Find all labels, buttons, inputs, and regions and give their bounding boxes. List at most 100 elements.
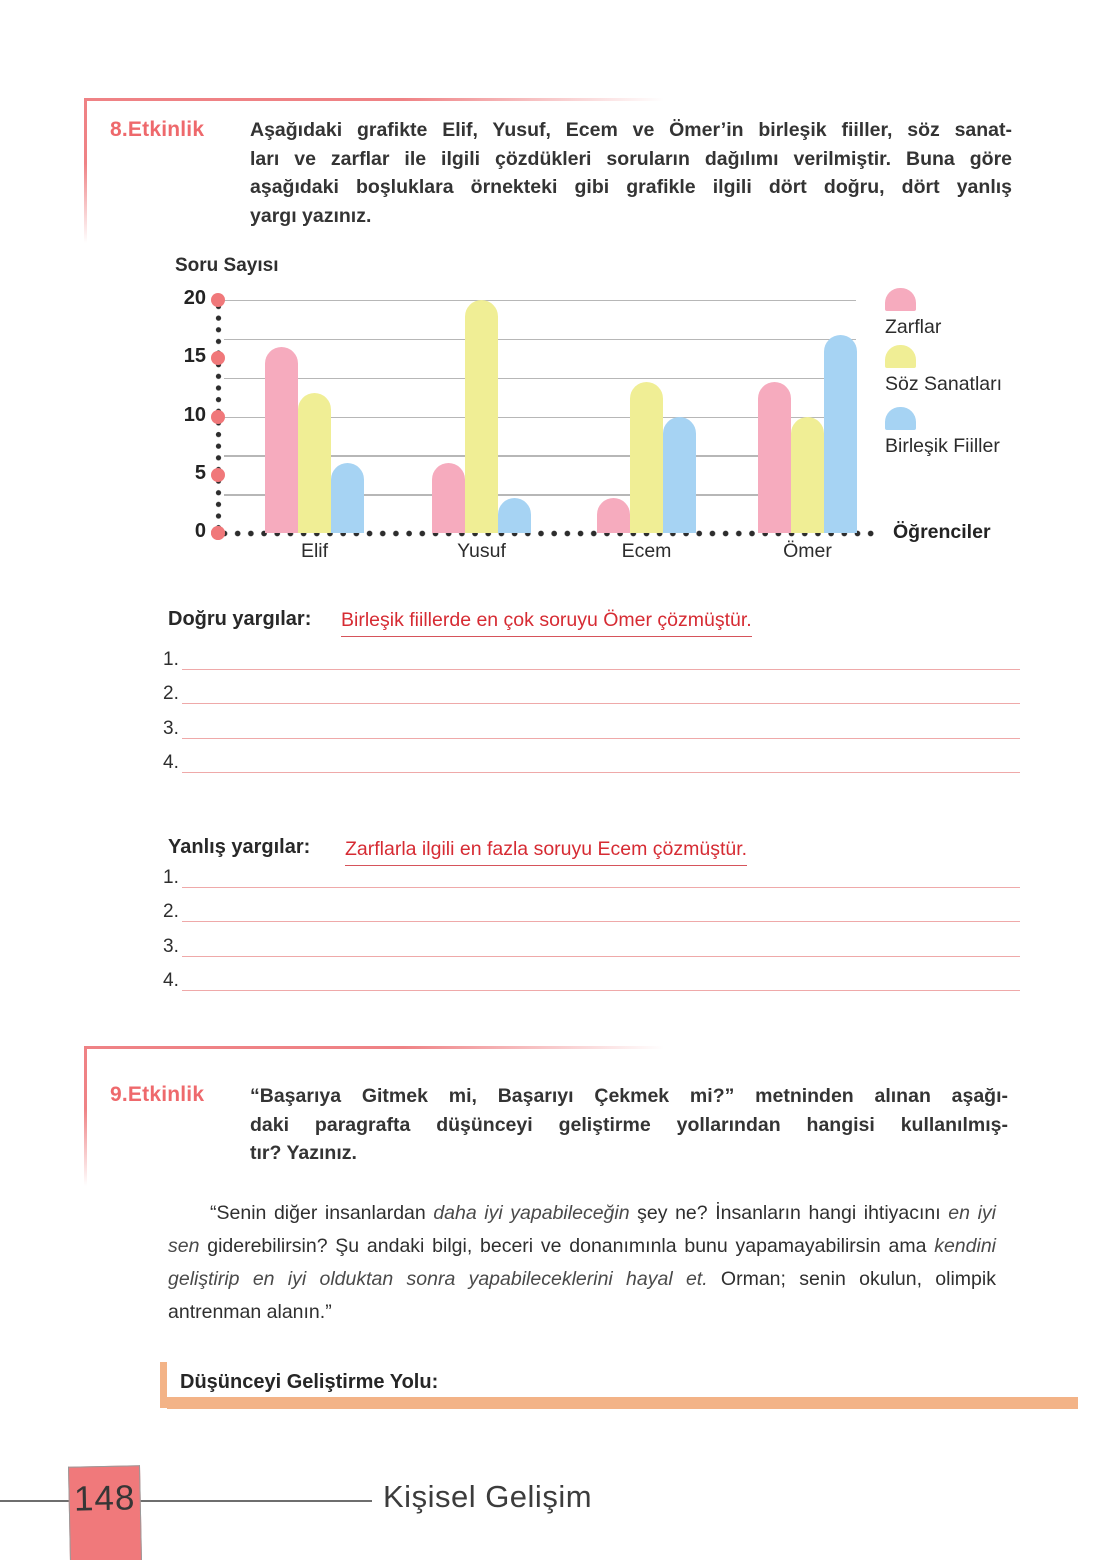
answer-blank-line [181, 896, 1020, 923]
bar-group [758, 334, 857, 533]
page-number: 148 [73, 1478, 136, 1519]
answer-line-row: 1. [163, 644, 1020, 670]
y-axis-tick-label: 10 [183, 403, 206, 426]
bar-elif-zarflar [265, 346, 298, 533]
answer-number: 3. [163, 935, 179, 957]
dogru-sample-answer: Birleşik fiillerde en çok soruyu Ömer çö… [341, 609, 752, 637]
x-axis-dotted-line [220, 528, 878, 538]
chart-gridline [224, 338, 856, 341]
text-line: “Başarıya Gitmek mi, Başarıyı Çekmek mi?… [250, 1085, 1008, 1107]
yanlis-yargilar-label: Yanlış yargılar: [168, 836, 311, 858]
text-line: tır? Yazınız. [250, 1142, 357, 1164]
activity9-bracket-left [84, 1046, 87, 1186]
bar-ömer-söz-sanatları [791, 416, 824, 533]
chart-gridline [224, 455, 856, 457]
answer-number: 2. [163, 901, 179, 923]
activity8-bracket-top [84, 98, 664, 101]
answer-line-row: 3. [163, 713, 1020, 739]
footer-chapter-title: Kişisel Gelişim [383, 1479, 593, 1514]
bar-chart-plot [211, 293, 878, 540]
answer-number: 4. [163, 752, 179, 773]
activity9-bracket-top [84, 1046, 664, 1049]
text-run: “Senin diğer insanlardan [210, 1202, 434, 1224]
answer-blank-line [181, 644, 1020, 670]
answer-blank-line [181, 678, 1020, 705]
category-label: Elif [300, 540, 329, 562]
bar-ecem-zarflar [597, 498, 630, 533]
quote-paragraph: “Senin diğer insanlardan daha iyi yapabi… [168, 1197, 996, 1329]
page-number-banner: 148 [68, 1465, 142, 1560]
activity9-label: 9.Etkinlik [110, 1083, 205, 1106]
y-axis-tick-dot [211, 467, 225, 482]
bar-ömer-zarflar [758, 381, 791, 533]
y-axis-tick-label: 15 [183, 345, 206, 368]
answer-blank-line [181, 965, 1020, 991]
thought-development-left-bar [160, 1362, 167, 1408]
bar-ömer-birleşik-fiiller [824, 334, 857, 533]
legend-item: Birleşik Fiiller [885, 407, 1000, 458]
answer-line-row: 3. [163, 931, 1020, 957]
chart-gridline [224, 377, 856, 380]
thought-development-label: Düşünceyi Geliştirme Yolu: [180, 1371, 439, 1393]
bar-yusuf-birleşik-fiiller [498, 498, 531, 533]
bar-yusuf-zarflar [432, 463, 465, 533]
x-axis-origin-dot [211, 526, 225, 540]
category-label: Yusuf [457, 540, 506, 562]
answer-line-row: 2. [163, 896, 1020, 923]
answer-line-row: 1. [163, 862, 1020, 888]
category-label: Ecem [621, 540, 672, 562]
answer-number: 2. [163, 683, 179, 705]
text-run: giderebilirsin? Şu andaki bilgi, beceri … [199, 1235, 935, 1257]
chart-x-axis-title: Öğrenciler [893, 521, 991, 543]
chart-gridline [224, 300, 856, 302]
legend-label: Birleşik Fiiller [885, 435, 1000, 457]
category-label: Ömer [783, 540, 832, 562]
answer-blank-line [181, 862, 1020, 888]
y-axis-tick-label: 0 [194, 520, 206, 542]
footer-rule-line [0, 1500, 372, 1502]
answer-number: 1. [163, 867, 179, 888]
bar-elif-söz-sanatları [298, 393, 331, 533]
bar-group [597, 381, 696, 533]
answer-blank-line [181, 713, 1020, 739]
y-axis-tick-label: 5 [194, 461, 206, 484]
legend-swatch [885, 345, 916, 368]
legend-swatch [885, 288, 916, 311]
y-axis-tick-dot [211, 293, 225, 307]
legend-swatch [885, 407, 916, 430]
y-axis-tick-label: 20 [183, 287, 206, 309]
y-axis-tick-dot [211, 351, 225, 366]
bar-group [432, 300, 531, 533]
answer-blank-line [181, 931, 1020, 957]
text-line: ları ve zarflar ile ilgili çözdükleri so… [250, 147, 1012, 170]
chart-gridline [224, 416, 856, 418]
text-run: şey ne? İnsanların hangi ihtiyacını [629, 1202, 949, 1224]
bar-ecem-söz-sanatları [630, 381, 663, 533]
italic-text-run: kendini geliştirip en iyi olduktan sonra… [168, 1235, 996, 1290]
thought-development-underline-bar [167, 1397, 1078, 1409]
legend-label: Söz Sanatları [885, 373, 1003, 395]
dogru-yargilar-label: Doğru yargılar: [168, 608, 312, 630]
answer-blank-line [181, 747, 1020, 773]
answer-line-row: 4. [163, 965, 1020, 991]
answer-number: 4. [163, 970, 179, 991]
legend-item: Zarflar [885, 288, 941, 339]
activity8-instruction: Aşağıdaki grafikte Elif, Yusuf, Ecem ve … [250, 116, 1012, 230]
text-line: daki paragrafta düşünceyi geliştirme yol… [250, 1113, 1008, 1136]
bar-yusuf-söz-sanatları [465, 300, 498, 533]
bar-elif-birleşik-fiiller [331, 463, 364, 533]
answer-number: 1. [163, 649, 179, 670]
y-axis-tick-dot [211, 409, 225, 424]
answer-line-row: 4. [163, 747, 1020, 773]
activity8-bracket-left [84, 98, 87, 243]
activity9-instruction: “Başarıya Gitmek mi, Başarıyı Çekmek mi?… [250, 1082, 1008, 1168]
text-line: yargı yazınız. [250, 204, 372, 227]
italic-text-run: daha iyi yapabileceğin [433, 1202, 630, 1224]
italic-text-run: en iyi sen [168, 1202, 996, 1257]
bar-ecem-birleşik-fiiller [663, 416, 696, 533]
bar-group [265, 346, 364, 533]
yanlis-sample-answer: Zarflarla ilgili en fazla soruyu Ecem çö… [345, 838, 748, 866]
chart-gridline [224, 494, 856, 496]
legend-label: Zarflar [885, 316, 942, 338]
